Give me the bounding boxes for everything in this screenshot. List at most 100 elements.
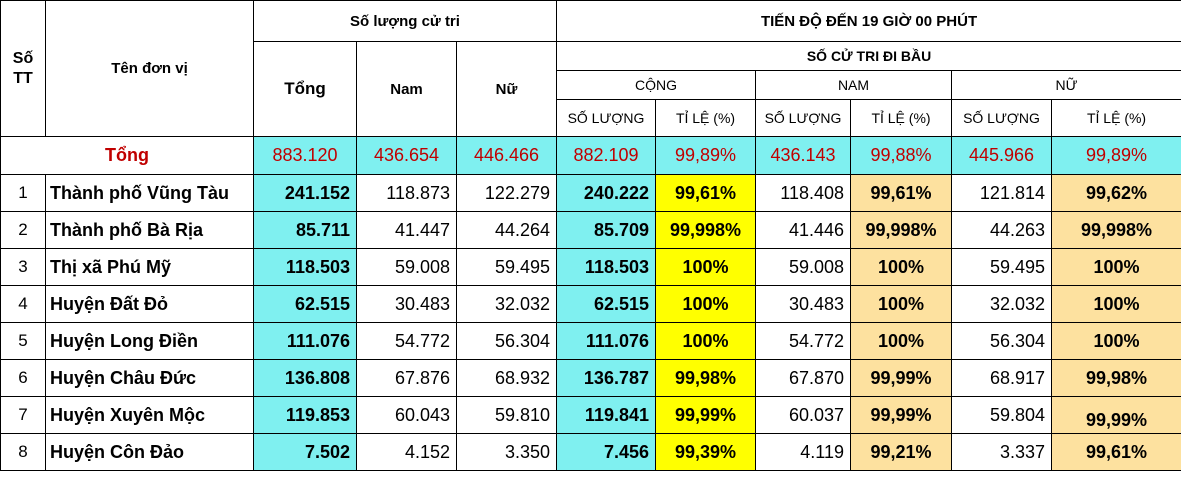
- header-sum-quantity: SỐ LƯỢNG: [556, 99, 656, 137]
- row-male-qty: 60.037: [755, 396, 851, 434]
- row-total: 241.152: [253, 174, 357, 212]
- row-unit-name: Huyện Đất Đỏ: [45, 285, 254, 323]
- row-male: 30.483: [356, 285, 457, 323]
- row-male-qty: 59.008: [755, 248, 851, 286]
- header-female-quantity: SỐ LƯỢNG: [951, 99, 1052, 137]
- table-row: 2 Thành phố Bà Rịa 85.711 41.447 44.264 85.70…: [0, 211, 1181, 249]
- row-total: 62.515: [253, 285, 357, 323]
- row-male-qty: 67.870: [755, 359, 851, 397]
- row-female: 3.350: [456, 433, 557, 471]
- row-sum-qty: 240.222: [556, 174, 656, 212]
- row-sum-qty: 7.456: [556, 433, 656, 471]
- row-total: 118.503: [253, 248, 357, 286]
- header-total: Tổng: [253, 41, 357, 137]
- row-female-qty: 44.263: [951, 211, 1052, 249]
- row-female-qty: 68.917: [951, 359, 1052, 397]
- table-row: 1 Thành phố Vũng Tàu 241.152 118.873 122.279…: [0, 174, 1181, 212]
- row-male: 59.008: [356, 248, 457, 286]
- header-sum: CỘNG: [556, 70, 756, 100]
- row-total: 7.502: [253, 433, 357, 471]
- row-stt: 8: [0, 433, 46, 471]
- row-stt: 6: [0, 359, 46, 397]
- total-row-label: Tổng: [0, 136, 254, 175]
- row-sum-qty: 85.709: [556, 211, 656, 249]
- row-stt: 4: [0, 285, 46, 323]
- row-male-rate: 99,99%: [850, 396, 952, 434]
- table-body: Tổng 883.120 436.654 446.466 882.109 99,…: [0, 136, 1181, 175]
- row-female-qty: 56.304: [951, 322, 1052, 360]
- row-male-rate: 99,21%: [850, 433, 952, 471]
- row-male: 41.447: [356, 211, 457, 249]
- table-row: 7 Huyện Xuyên Mộc 119.853 60.043 59.810 119.8…: [0, 396, 1181, 434]
- row-male-rate: 99,61%: [850, 174, 952, 212]
- row-female-rate: 99,99%: [1050, 396, 1181, 434]
- total-row-sum-rate: 99,89%: [655, 136, 756, 175]
- row-female-rate: 100%: [1050, 322, 1181, 360]
- row-female: 59.495: [456, 248, 557, 286]
- header-male-quantity: SỐ LƯỢNG: [755, 99, 851, 137]
- row-male-rate: 99,99%: [850, 359, 952, 397]
- row-male: 60.043: [356, 396, 457, 434]
- row-male-qty: 41.446: [755, 211, 851, 249]
- row-male: 4.152: [356, 433, 457, 471]
- row-sum-qty: 136.787: [556, 359, 656, 397]
- header-female-rate: TỈ LỆ (%): [1050, 99, 1181, 137]
- row-sum-rate: 100%: [655, 248, 756, 286]
- header-sum-rate: TỈ LỆ (%): [655, 99, 756, 137]
- total-row-male-qty: 436.143: [755, 136, 851, 175]
- row-female-qty: 59.804: [951, 396, 1052, 434]
- header-stt: Số TT: [0, 0, 46, 137]
- row-sum-rate: 100%: [655, 285, 756, 323]
- row-female-rate: 99,62%: [1050, 174, 1181, 212]
- row-sum-qty: 118.503: [556, 248, 656, 286]
- row-unit-name: Huyện Xuyên Mộc: [45, 396, 254, 434]
- row-female: 122.279: [456, 174, 557, 212]
- table-row: 4 Huyện Đất Đỏ 62.515 30.483 32.032 62.515 100…: [0, 285, 1181, 323]
- row-unit-name: Huyện Long Điền: [45, 322, 254, 360]
- row-unit-name: Thị xã Phú Mỹ: [45, 248, 254, 286]
- row-male-qty: 54.772: [755, 322, 851, 360]
- row-total: 119.853: [253, 396, 357, 434]
- row-male-qty: 30.483: [755, 285, 851, 323]
- row-sum-qty: 119.841: [556, 396, 656, 434]
- row-stt: 2: [0, 211, 46, 249]
- row-total: 85.711: [253, 211, 357, 249]
- row-male-rate: 99,998%: [850, 211, 952, 249]
- row-male-rate: 100%: [850, 322, 952, 360]
- row-female-rate: 99,61%: [1050, 433, 1181, 471]
- row-stt: 1: [0, 174, 46, 212]
- table-row: 3 Thị xã Phú Mỹ 118.503 59.008 59.495 118.503…: [0, 248, 1181, 286]
- header-male: Nam: [356, 41, 457, 137]
- row-stt: 5: [0, 322, 46, 360]
- row-male-qty: 4.119: [755, 433, 851, 471]
- total-row-female-rate: 99,89%: [1050, 136, 1181, 175]
- table-row: 8 Huyện Côn Đảo 7.502 4.152 3.350 7.456 99,39%…: [0, 433, 1181, 471]
- row-female: 32.032: [456, 285, 557, 323]
- header-male-group: NAM: [755, 70, 952, 100]
- row-female-rate: 99,998%: [1050, 211, 1181, 249]
- total-row-male: 436.654: [356, 136, 457, 175]
- row-total: 136.808: [253, 359, 357, 397]
- row-stt: 7: [0, 396, 46, 434]
- header-voter-count: Số lượng cử tri: [253, 0, 557, 42]
- data-rows: 1 Thành phố Vũng Tàu 241.152 118.873 122.279…: [0, 174, 1181, 471]
- table-row: 6 Huyện Châu Đức 136.808 67.876 68.932 136.78…: [0, 359, 1181, 397]
- total-row-sum-qty: 882.109: [556, 136, 656, 175]
- row-female-qty: 32.032: [951, 285, 1052, 323]
- row-female-qty: 59.495: [951, 248, 1052, 286]
- total-row-female: 446.466: [456, 136, 557, 175]
- row-female: 56.304: [456, 322, 557, 360]
- total-row: Tổng 883.120 436.654 446.466 882.109 99,…: [0, 136, 1181, 175]
- row-unit-name: Huyện Châu Đức: [45, 359, 254, 397]
- total-row-female-qty: 445.966: [951, 136, 1052, 175]
- row-unit-name: Thành phố Vũng Tàu: [45, 174, 254, 212]
- row-total: 111.076: [253, 322, 357, 360]
- row-female-qty: 3.337: [951, 433, 1052, 471]
- total-row-total: 883.120: [253, 136, 357, 175]
- row-sum-rate: 99,98%: [655, 359, 756, 397]
- row-female: 59.810: [456, 396, 557, 434]
- total-row-male-rate: 99,88%: [850, 136, 952, 175]
- row-male-rate: 100%: [850, 248, 952, 286]
- row-female: 68.932: [456, 359, 557, 397]
